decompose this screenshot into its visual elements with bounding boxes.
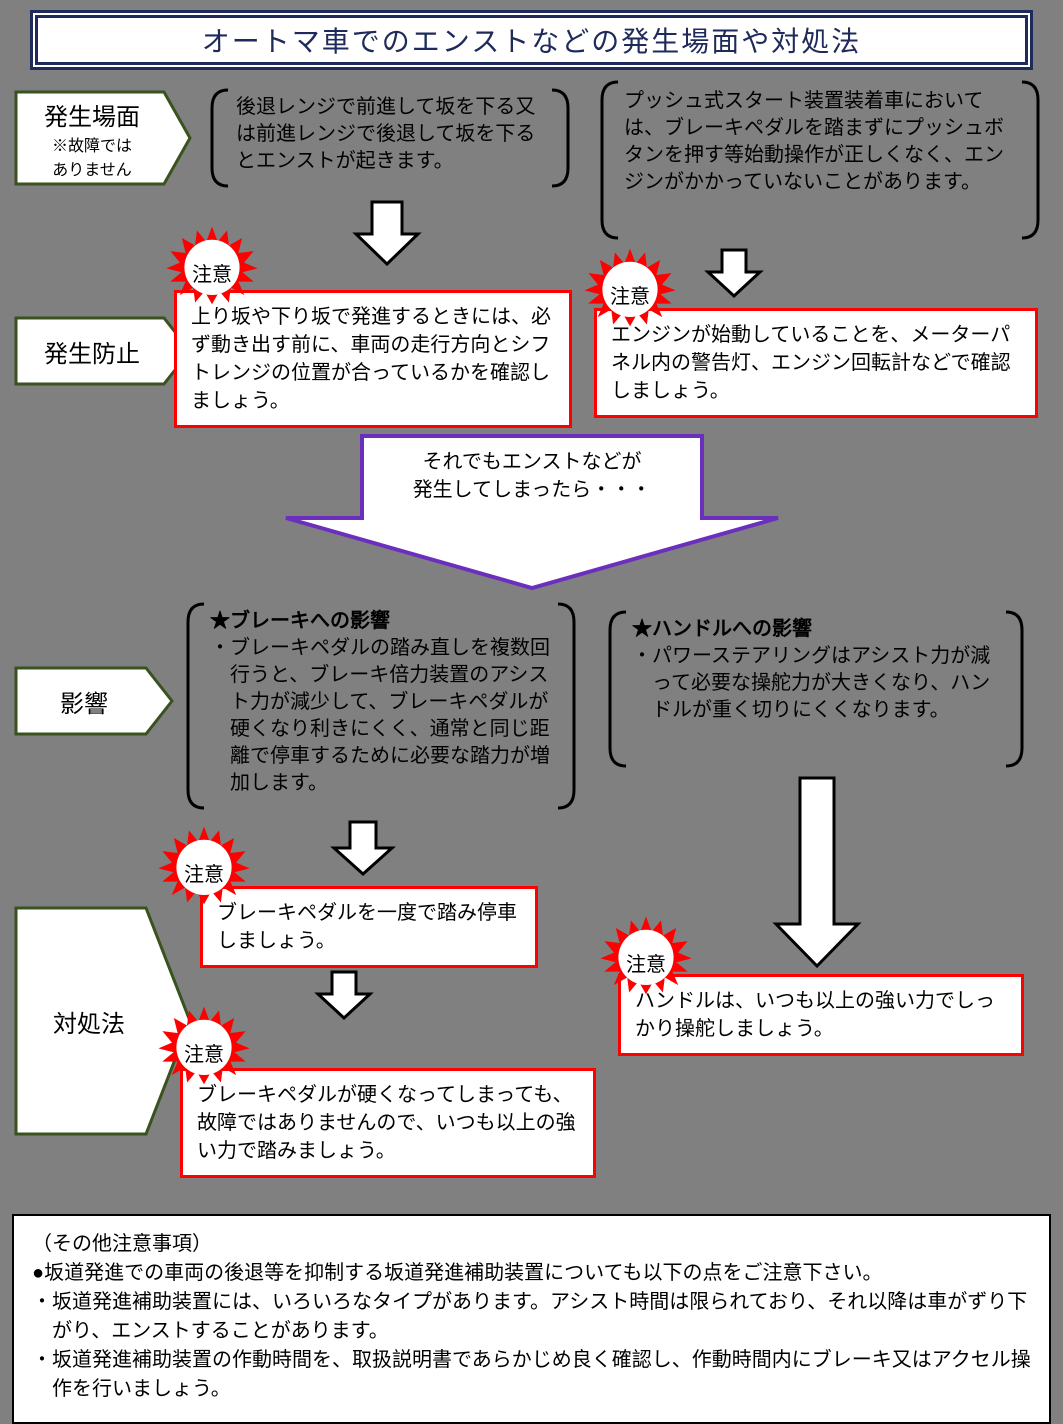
footer-notes: （その他注意事項） ●坂道発進での車両の後退等を抑制する坂道発進補助装置について… xyxy=(12,1214,1051,1424)
arrow-treat-mid xyxy=(314,968,374,1022)
arrow-effect-left xyxy=(330,818,396,878)
burst-treat-b2: 注意 xyxy=(158,1006,250,1098)
label-prevent-text: 発生防止 xyxy=(14,316,170,386)
flow-canvas: オートマ車でのエンストなどの発生場面や対処法 発生場面 ※故障では ありません … xyxy=(0,0,1063,1402)
mid-banner: それでもエンストなどが 発生してしまったら・・・ xyxy=(366,440,698,512)
effect-right-title: ★ハンドルへの影響 xyxy=(632,616,1002,643)
footer-l2: ・坂道発進補助装置には、いろいろなタイプがあります。アシスト時間は限られており、… xyxy=(32,1288,1031,1346)
page-title: オートマ車でのエンストなどの発生場面や対処法 xyxy=(30,10,1033,70)
mid-banner-l1: それでもエンストなどが xyxy=(413,448,652,476)
footer-head: （その他注意事項） xyxy=(32,1230,1031,1259)
burst-label: 注意 xyxy=(626,948,666,977)
bracket-effect-left-text: ★ブレーキへの影響 ・ブレーキペダルの踏み直しを複数回行うと、ブレーキ倍力装置の… xyxy=(210,608,554,797)
label-treat-text: 対処法 xyxy=(14,906,164,1136)
effect-left-title: ★ブレーキへの影響 xyxy=(210,608,554,635)
burst-label: 注意 xyxy=(610,280,650,309)
burst-label: 注意 xyxy=(184,1038,224,1067)
footer-l1: ●坂道発進での車両の後退等を抑制する坂道発進補助装置についても以下の点をご注意下… xyxy=(32,1259,1031,1288)
bracket-scene-right-text: プッシュ式スタート装置装着車においては、ブレーキペダルを踏まずにプッシュボタンを… xyxy=(624,88,1020,196)
label-scene-text: 発生場面 ※故障では ありません xyxy=(14,90,170,186)
redbox-treat-brake1: ブレーキペダルを一度で踏み停車しましょう。 xyxy=(200,886,538,968)
burst-prevent-left: 注意 xyxy=(166,226,258,318)
label-scene-sub1: ※故障では xyxy=(52,132,132,156)
burst-label: 注意 xyxy=(184,858,224,887)
burst-treat-b1: 注意 xyxy=(158,826,250,918)
burst-label: 注意 xyxy=(192,258,232,287)
footer-l3: ・坂道発進補助装置の作動時間を、取扱説明書であらかじめ良く確認し、作動時間内にブ… xyxy=(32,1346,1031,1404)
bracket-scene-left-text: 後退レンジで前進して坂を下る又は前進レンジで後退して坂を下るとエンストが起きます… xyxy=(236,94,550,175)
effect-right-body: ・パワーステアリングはアシスト力が減って必要な操舵力が大きくなり、ハンドルが重く… xyxy=(632,643,1002,724)
arrow-effect-right xyxy=(772,774,862,970)
burst-treat-handle: 注意 xyxy=(600,916,692,1008)
label-scene-main: 発生場面 xyxy=(44,97,140,132)
label-scene-sub2: ありません xyxy=(52,156,132,180)
label-effect-text: 影響 xyxy=(14,666,154,736)
bracket-effect-right-text: ★ハンドルへの影響 ・パワーステアリングはアシスト力が減って必要な操舵力が大きく… xyxy=(632,616,1002,724)
burst-prevent-right: 注意 xyxy=(584,248,676,340)
effect-left-body: ・ブレーキペダルの踏み直しを複数回行うと、ブレーキ倍力装置のアシスト力が減少して… xyxy=(210,635,554,797)
arrow-scene-right xyxy=(704,246,764,300)
mid-banner-l2: 発生してしまったら・・・ xyxy=(413,476,652,504)
arrow-scene-left xyxy=(352,198,422,268)
